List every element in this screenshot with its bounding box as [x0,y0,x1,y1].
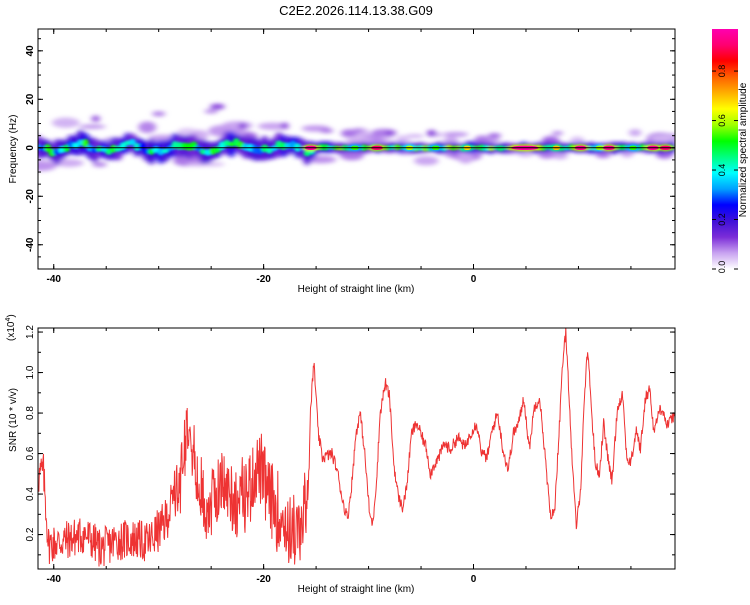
snr-y-tick-label: 1.2 [25,325,36,339]
spectrogram-halo-blob [517,152,533,157]
spectrogram-band-core [497,145,505,152]
colorbar-tick-label: 0.0 [717,261,727,274]
snr-multiplier-exp: 4 [5,318,12,322]
snr-y-tick-label: 0.6 [25,446,36,460]
spectrogram-halo-blob [92,161,107,167]
spectrogram-scatter-blob [280,122,289,130]
spectrogram-scatter-blob [551,131,564,136]
spectrogram-scatter-blob [426,129,437,137]
spectrogram-halo-blob [458,151,474,164]
spectrogram-band-core [162,148,170,154]
snr-y-tick-label: 1.0 [25,365,36,379]
spectrogram-halo-blob [649,134,675,142]
spectrogram-y-tick-label: 0 [25,145,36,151]
spectrogram-band-core [128,138,136,146]
snr-x-tick-label: -20 [256,574,271,585]
colorbar-gradient [712,29,738,269]
snr-y-axis-label: SNR (10 * v/v) [8,388,19,452]
colorbar: 0.0 0.2 0.4 0.6 0.8 Normalized spectral ampl… [712,29,749,273]
spectrogram-band-core [81,138,89,148]
colorbar-tick-label: 0.8 [717,65,727,78]
svg-text:(x104): (x104) [5,314,17,341]
snr-y-tick-label: 0.2 [25,527,36,541]
snr-x-tick-label: -40 [47,574,62,585]
spectrogram-halo-blob [257,122,288,130]
snr-plot: -40 -20 0 0.2 0.4 0.6 0.8 1.0 1.2 Height of str… [5,314,676,595]
spectrogram-scatter-blob [204,109,219,114]
spectrogram-halo-blob [552,152,568,160]
snr-frame [37,327,676,570]
spectrogram-x-axis-label: Height of straight line (km) [298,284,415,295]
spectrogram-plot: -40 -20 0 -40 -20 0 20 40 Height of straight l… [8,28,676,295]
colorbar-tick-label: 0.2 [717,213,727,226]
spectrogram-scatter-blob [152,111,166,117]
figure-title: C2E2.2026.114.13.38.G09 [279,3,433,18]
spectrogram-y-tick-label: 20 [25,93,36,105]
spectrogram-scatter-blob [91,115,101,122]
spectrogram-band-core [138,143,146,151]
spectrogram-halo-blob [340,150,364,161]
spectrogram-scatter-blob [238,123,248,129]
spectrogram-image [38,103,675,172]
snr-x-axis-label: Height of straight line (km) [298,584,415,595]
snr-multiplier-base: (x10 [6,321,17,341]
spectrogram-y-tick-label: -20 [25,189,36,204]
spectrogram-y-tick-label: -40 [25,237,36,252]
spectrogram-scatter-blob [319,128,334,133]
spectrogram-y-tick-label: 40 [25,45,36,57]
snr-frame-bg [38,328,675,569]
spectrogram-halo-blob [38,160,57,172]
spectrogram-halo-blob [51,117,80,128]
spectrogram-x-tick-label: -40 [47,274,62,285]
spectrogram-halo-blob [340,129,357,138]
spectrogram-scatter-blob [353,128,364,134]
snr-multiplier-close: ) [6,314,17,317]
spectrogram-halo-blob [138,121,157,134]
snr-y-tick-label: 0.4 [25,487,36,501]
colorbar-tick-label: 0.4 [717,164,727,177]
spectrogram-band-core [110,144,118,153]
spectrogram-halo-blob [413,156,439,166]
spectrogram-halo-blob [78,124,106,129]
spectrogram-halo-blob [54,159,84,167]
spectrogram-halo-blob [628,129,642,137]
spectrogram-halo-blob [442,131,469,137]
spectrogram-scatter-blob [385,130,394,136]
snr-series-line [38,328,675,567]
snr-x-tick-label: 0 [471,574,477,585]
spectrogram-halo-blob [405,134,424,139]
colorbar-tick-label: 0.6 [717,114,727,127]
spectrogram-x-tick-label: -20 [256,274,271,285]
spectrogram-x-tick-label: 0 [471,274,477,285]
snr-multiplier: (x104) [5,314,17,341]
spectrogram-scatter-blob [210,103,225,110]
spectrogram-y-axis-label: Frequency (Hz) [8,115,19,184]
colorbar-label: Normalized spectral amplitude [738,82,749,217]
spectrogram-frame [37,28,676,270]
snr-y-tick-label: 0.8 [25,406,36,420]
spectrogram-scatter-blob [487,133,502,139]
spectrogram-halo-blob [595,152,611,159]
